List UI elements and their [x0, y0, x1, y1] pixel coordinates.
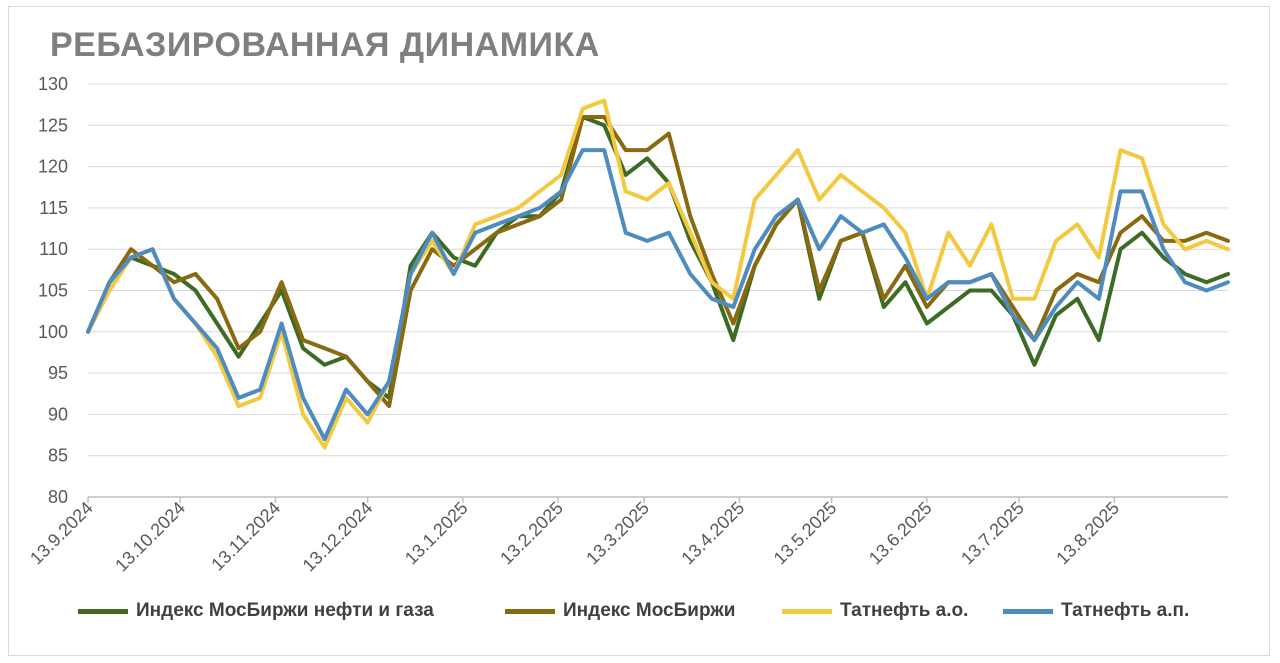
x-tick-label: 13.6.2025 — [865, 498, 936, 569]
legend-swatch — [1003, 608, 1053, 614]
x-tick-label: 13.2.2025 — [496, 498, 567, 569]
x-tick-label: 13.12.2024 — [299, 498, 377, 576]
y-tick-label: 100 — [38, 322, 68, 342]
x-tick-label: 13.9.2024 — [26, 498, 97, 569]
y-tick-label: 110 — [39, 239, 68, 259]
legend-swatch — [78, 608, 128, 614]
x-axis: 13.9.2024 13.10.2024 13.11.2024 13.12.2024 1… — [26, 496, 1228, 576]
legend-swatch — [782, 608, 832, 614]
legend: Индекс МосБиржи нефти и газа Индекс МосБи… — [0, 600, 1280, 630]
y-tick-label: 85 — [48, 446, 68, 466]
y-tick-label: 115 — [39, 198, 68, 218]
y-tick-label: 95 — [48, 363, 68, 383]
legend-item-1: Индекс МосБиржи нефти и газа — [78, 600, 434, 622]
x-tick-label: 13.1.2025 — [401, 498, 472, 569]
legend-item-4: Татнефть а.п. — [1003, 600, 1189, 622]
chart-title: РЕБАЗИРОВАННАЯ ДИНАМИКА — [50, 26, 600, 64]
x-tick-label: 13.10.2024 — [111, 498, 189, 576]
chart-frame — [8, 6, 1270, 656]
x-tick-label: 13.11.2024 — [207, 498, 284, 575]
legend-label: Индекс МосБиржи — [563, 600, 736, 621]
legend-item-3: Татнефть а.о. — [782, 600, 968, 622]
x-tick-label: 13.4.2025 — [677, 498, 748, 569]
series-line-2 — [86, 115, 1230, 409]
legend-label: Татнефть а.п. — [1061, 600, 1190, 621]
x-tick-label: 13.5.2025 — [770, 498, 841, 569]
x-tick-label: 13.8.2025 — [1052, 498, 1123, 569]
y-tick-label: 120 — [38, 157, 68, 177]
series-line-1 — [86, 115, 1230, 400]
legend-item-2: Индекс МосБиржи — [505, 600, 735, 622]
series-line-4 — [86, 148, 1230, 442]
legend-label: Индекс МосБиржи нефти и газа — [136, 600, 434, 621]
y-tick-label: 125 — [38, 115, 68, 135]
legend-swatch — [505, 608, 555, 614]
legend-label: Татнефть а.о. — [840, 600, 969, 621]
y-tick-label: 90 — [48, 404, 68, 424]
y-tick-label: 105 — [38, 281, 68, 301]
series-line-3 — [86, 98, 1230, 450]
y-tick-label: 130 — [38, 74, 68, 94]
x-tick-label: 13.7.2025 — [957, 498, 1028, 569]
y-tick-label: 80 — [48, 487, 68, 507]
x-tick-label: 13.3.2025 — [582, 498, 653, 569]
series-lines — [86, 98, 1230, 450]
y-axis-ticks: 80 85 90 95 100 105 110 115 120 125 130 — [38, 74, 68, 507]
